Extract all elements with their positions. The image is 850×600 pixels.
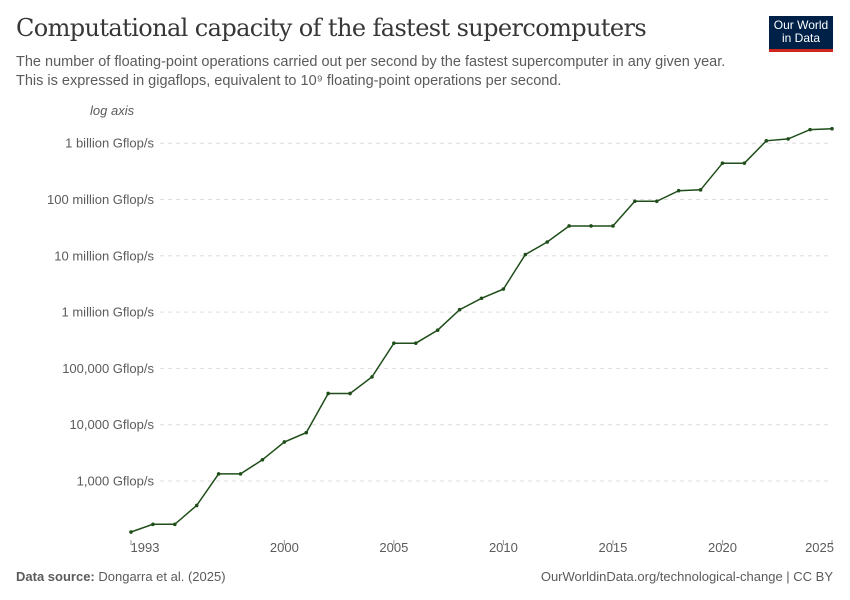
data-point[interactable]: [370, 375, 374, 379]
data-point[interactable]: [611, 224, 615, 228]
x-tick-label: 2020: [708, 540, 737, 555]
data-point[interactable]: [216, 472, 221, 476]
data-point[interactable]: [830, 126, 834, 131]
chart-title: Computational capacity of the fastest su…: [16, 14, 647, 42]
footer-url[interactable]: OurWorldinData.org/technological-change …: [540, 569, 833, 584]
logo-line-2: in Data: [781, 31, 821, 45]
data-point[interactable]: [260, 458, 265, 462]
data-source: Data source: Dongarra et al. (2025): [16, 569, 226, 584]
data-point[interactable]: [435, 328, 440, 332]
y-tick-label: 10,000 Gflop/s: [69, 417, 154, 432]
data-point[interactable]: [479, 296, 484, 301]
data-point[interactable]: [173, 522, 177, 527]
x-tick-label: 2015: [598, 540, 627, 555]
data-point[interactable]: [413, 341, 418, 345]
data-point[interactable]: [238, 472, 243, 476]
log-axis-label: log axis: [90, 103, 135, 118]
data-point[interactable]: [194, 503, 199, 508]
data-point[interactable]: [808, 127, 812, 132]
x-tick-label: 2000: [270, 540, 299, 555]
data-point[interactable]: [567, 224, 571, 228]
data-point[interactable]: [304, 430, 309, 435]
x-tick-label: 2005: [379, 540, 408, 555]
data-point[interactable]: [457, 307, 462, 312]
source-label: Data source:: [16, 569, 95, 584]
data-point[interactable]: [151, 522, 155, 527]
y-tick-label: 100,000 Gflop/s: [62, 361, 154, 376]
data-point[interactable]: [720, 161, 725, 165]
subtitle-line-2: This is expressed in gigaflops, equivale…: [16, 73, 562, 89]
y-tick-label: 10 million Gflop/s: [54, 248, 154, 263]
data-point[interactable]: [742, 161, 747, 165]
y-tick-label: 100 million Gflop/s: [47, 192, 154, 207]
data-point[interactable]: [501, 287, 506, 291]
x-tick-label: 2025: [805, 540, 834, 555]
data-point[interactable]: [676, 188, 681, 193]
data-point[interactable]: [633, 199, 637, 204]
data-point[interactable]: [326, 391, 330, 396]
data-point[interactable]: [545, 240, 550, 244]
source-link[interactable]: Dongarra et al. (2025): [98, 569, 226, 584]
data-point[interactable]: [129, 530, 133, 534]
logo-line-1: Our World: [773, 18, 829, 32]
series-line: [130, 127, 833, 533]
data-point[interactable]: [786, 137, 790, 141]
x-tick-label: 1993: [131, 540, 160, 555]
data-point[interactable]: [764, 139, 769, 143]
data-point[interactable]: [698, 188, 703, 192]
y-tick-label: 1 million Gflop/s: [62, 305, 155, 320]
x-tick-label: 2010: [489, 540, 518, 555]
chart-subtitle: The number of floating-point operations …: [16, 53, 776, 91]
y-tick-label: 1 billion Gflop/s: [65, 136, 154, 151]
owid-logo[interactable]: Our World in Data: [769, 16, 833, 52]
data-point[interactable]: [589, 224, 593, 228]
y-tick-label: 1,000 Gflop/s: [77, 474, 155, 489]
data-point[interactable]: [654, 199, 659, 204]
data-point[interactable]: [523, 252, 528, 257]
data-point[interactable]: [392, 341, 396, 345]
data-point[interactable]: [348, 391, 352, 396]
data-point[interactable]: [282, 440, 287, 444]
subtitle-line-1: The number of floating-point operations …: [16, 54, 726, 70]
